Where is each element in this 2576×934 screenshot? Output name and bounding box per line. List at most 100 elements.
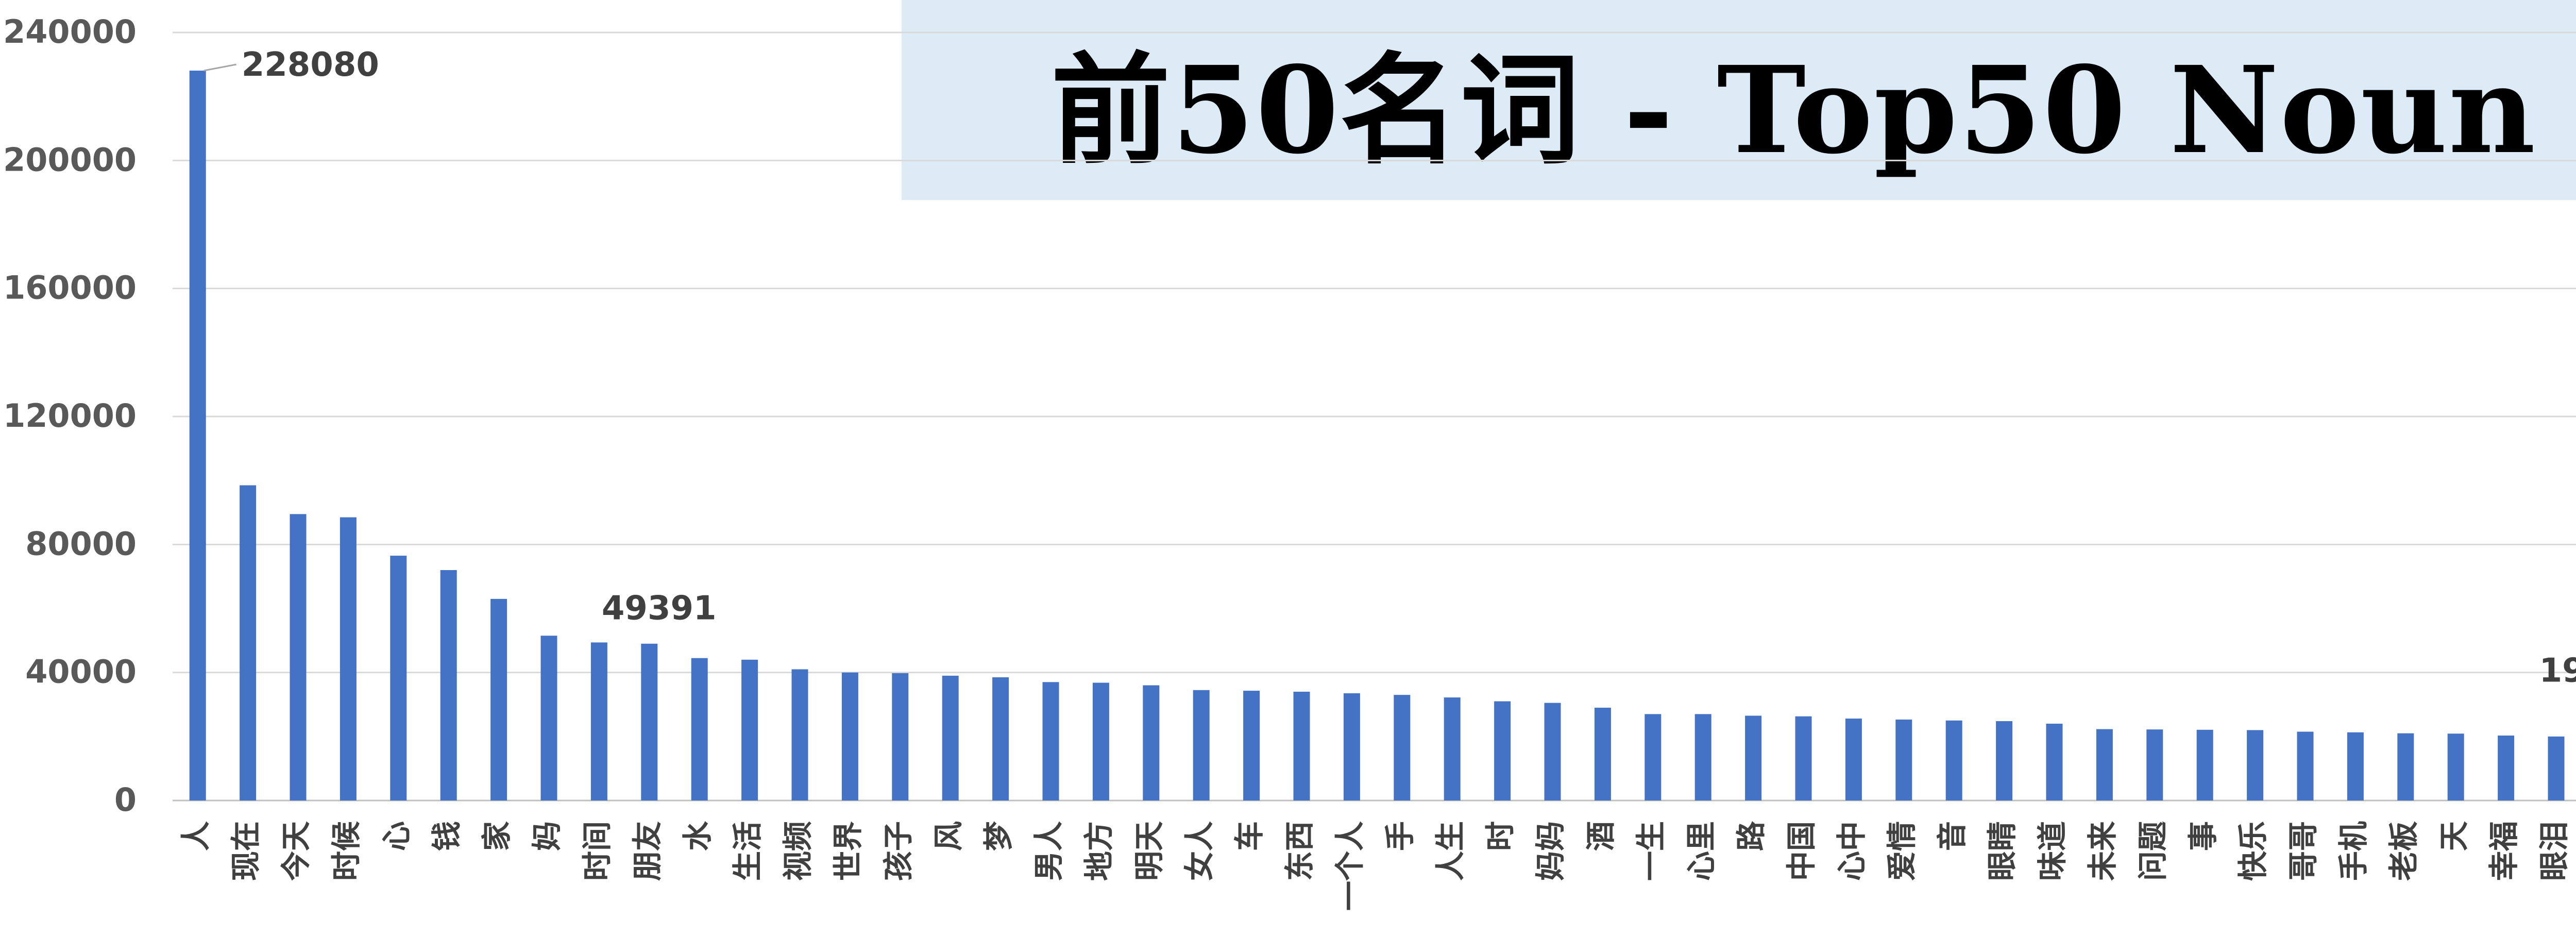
bar	[1795, 716, 1812, 800]
data-label: 49391	[602, 589, 717, 627]
bars	[189, 71, 2565, 801]
x-axis-ticks: 人现在 今天 时候心钱家妈时间 朋友水生活 视频 世界 孩子风梦男人 地方 明天 女人车东西 一个人…	[178, 821, 2572, 911]
gridlines	[173, 31, 2576, 802]
bar	[942, 675, 959, 800]
bar	[2447, 733, 2464, 800]
x-tick-label: 妈妈	[1533, 821, 1568, 881]
bar	[2397, 733, 2414, 800]
bar	[892, 673, 909, 800]
bar	[1845, 719, 1862, 800]
bar	[2498, 735, 2515, 800]
bar	[1895, 719, 1912, 800]
bar	[290, 514, 307, 800]
y-axis-ticks: 0 40000 80000 120000 160000 200000 240000	[3, 13, 137, 819]
x-tick-label: 生活	[730, 821, 765, 881]
bar	[2196, 729, 2213, 800]
bar	[1594, 707, 1611, 800]
x-tick-label: 明天	[1131, 821, 1166, 881]
y-tick-label: 200000	[3, 141, 137, 178]
bar	[841, 672, 858, 800]
bar	[691, 658, 708, 800]
x-tick-label: 世界	[831, 821, 866, 881]
x-tick-label: 酒	[1583, 821, 1618, 851]
x-tick-label: 时间	[580, 821, 615, 881]
x-tick-label: 问题	[2135, 821, 2170, 881]
x-tick-label: 眼泪	[2537, 821, 2572, 881]
bar	[1945, 720, 1962, 800]
x-tick-label: 老板	[2386, 821, 2421, 881]
bar	[1645, 714, 1662, 800]
x-tick-label: 视频	[781, 821, 816, 881]
x-tick-label: 妈	[530, 821, 565, 851]
y-tick-label: 120000	[3, 397, 137, 435]
bar	[992, 677, 1009, 800]
x-tick-label: 车	[1232, 821, 1267, 851]
bar	[540, 636, 557, 800]
x-tick-label: 今天	[279, 821, 314, 881]
bar	[390, 556, 407, 800]
x-tick-label: 水	[680, 821, 715, 851]
bar	[1343, 693, 1360, 800]
x-tick-label: 梦	[981, 821, 1016, 851]
leader-line	[204, 63, 236, 72]
bar	[1092, 682, 1109, 800]
bar	[1694, 714, 1711, 800]
bar	[2096, 729, 2113, 800]
x-tick-label: 快乐	[2235, 821, 2270, 881]
bar	[741, 659, 758, 800]
data-label: 19409	[2539, 652, 2576, 690]
bar	[1042, 682, 1059, 800]
bar	[2146, 729, 2163, 800]
x-tick-label: 心	[379, 821, 414, 851]
bar	[1243, 691, 1260, 800]
x-tick-label: 未来	[2085, 821, 2120, 881]
x-tick-label: 心里	[1684, 821, 1719, 881]
x-tick-label: 朋友	[630, 821, 665, 881]
x-tick-label: 人	[178, 821, 213, 851]
x-tick-label: 手机	[2336, 821, 2371, 881]
bar	[189, 71, 206, 801]
x-tick-label: 音	[1935, 821, 1970, 851]
bar	[490, 598, 507, 800]
x-tick-label: 孩子	[880, 821, 916, 881]
data-label: 228080	[242, 46, 379, 84]
bar	[791, 669, 808, 800]
x-tick-label: 现在	[228, 821, 263, 881]
x-tick-label: 女人	[1182, 821, 1217, 881]
x-tick-label: 味道	[2035, 821, 2070, 881]
y-tick-label: 240000	[3, 13, 137, 51]
bar	[1444, 697, 1461, 800]
x-tick-label: 手	[1382, 821, 1417, 851]
x-tick-label: 爱情	[1884, 821, 1919, 881]
x-tick-label: 一个人	[1332, 821, 1367, 911]
chart-title-box: 前50名词 - Top50 Noun	[902, 0, 2576, 200]
bar	[2046, 724, 2063, 800]
bar	[2548, 736, 2565, 800]
x-tick-label: 时	[1483, 821, 1518, 851]
x-tick-label: 眼睛	[1985, 821, 2020, 881]
x-tick-label: 中国	[1784, 821, 1819, 881]
x-tick-label: 心中	[1834, 821, 1869, 881]
bar	[1193, 690, 1210, 800]
x-tick-label: 男人	[1031, 821, 1066, 881]
bar	[1143, 685, 1160, 800]
x-tick-label: 幸福	[2486, 821, 2521, 881]
x-tick-label: 钱	[429, 821, 464, 851]
y-tick-label: 0	[114, 781, 137, 819]
x-tick-label: 人生	[1433, 821, 1468, 881]
bar	[240, 485, 257, 800]
x-tick-label: 东西	[1282, 821, 1317, 881]
x-tick-label: 天	[2436, 821, 2471, 851]
x-tick-label: 时候	[329, 821, 364, 881]
bar	[2247, 730, 2264, 800]
bar	[641, 643, 658, 800]
bar	[440, 570, 457, 800]
bar	[1544, 703, 1561, 800]
chart-title: 前50名词 - Top50 Noun	[1050, 40, 2537, 180]
x-tick-label: 一生	[1633, 821, 1668, 881]
bar	[2297, 731, 2314, 800]
bar	[1293, 691, 1310, 800]
bar	[1745, 715, 1762, 800]
y-tick-label: 80000	[25, 525, 137, 562]
